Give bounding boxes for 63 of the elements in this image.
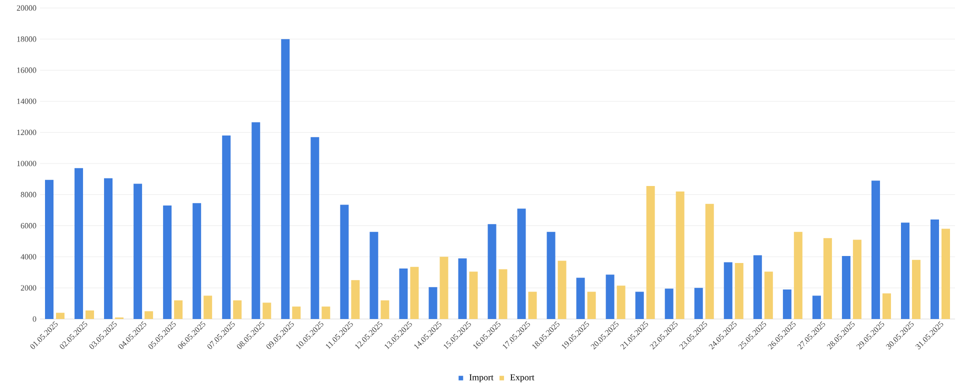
bar <box>517 208 526 319</box>
bar <box>812 296 821 319</box>
bar <box>56 312 65 319</box>
bar <box>794 232 802 319</box>
bar <box>233 300 242 319</box>
bar <box>370 232 378 319</box>
bar <box>458 258 467 319</box>
bar <box>676 191 684 319</box>
bar <box>204 296 212 319</box>
legend-label: Export <box>510 374 534 382</box>
bar <box>782 289 792 319</box>
bar <box>734 263 744 319</box>
bar <box>764 272 773 319</box>
bar <box>871 180 880 319</box>
bar <box>192 203 202 319</box>
bar <box>351 280 360 319</box>
bar <box>498 269 508 319</box>
bar <box>74 168 84 319</box>
bar <box>440 256 448 319</box>
bar <box>262 302 272 319</box>
bar <box>546 232 556 319</box>
bar <box>340 204 349 319</box>
bar <box>558 260 566 319</box>
bar <box>823 238 832 319</box>
bar <box>724 262 732 319</box>
bar <box>842 256 850 319</box>
bar <box>134 184 142 319</box>
bar <box>930 219 940 319</box>
bar <box>399 268 408 319</box>
bar <box>912 260 920 319</box>
bar <box>428 287 438 319</box>
bar <box>104 178 113 319</box>
bar <box>488 224 496 319</box>
bar <box>292 306 301 319</box>
bar <box>174 300 183 319</box>
bar <box>900 222 910 319</box>
bar <box>606 274 614 319</box>
bar <box>694 288 703 319</box>
bar <box>222 136 231 319</box>
bar <box>664 288 674 319</box>
bar <box>882 293 891 319</box>
bar <box>753 255 762 319</box>
bar <box>380 300 390 319</box>
bar <box>942 228 950 319</box>
bar <box>252 122 260 319</box>
bar <box>705 204 714 319</box>
bar <box>144 311 154 319</box>
legend-label: Import <box>469 374 494 382</box>
bar <box>469 272 478 319</box>
bar <box>310 137 320 319</box>
bar <box>410 266 419 319</box>
bar <box>852 240 862 319</box>
bar <box>322 306 330 319</box>
bar <box>281 39 290 319</box>
bar <box>163 205 172 319</box>
bar <box>646 186 655 319</box>
bar <box>45 180 54 319</box>
bar <box>616 286 626 319</box>
bar <box>635 292 644 319</box>
bar <box>528 292 537 319</box>
bar <box>587 292 596 319</box>
bar <box>576 278 585 319</box>
bar <box>86 310 94 319</box>
